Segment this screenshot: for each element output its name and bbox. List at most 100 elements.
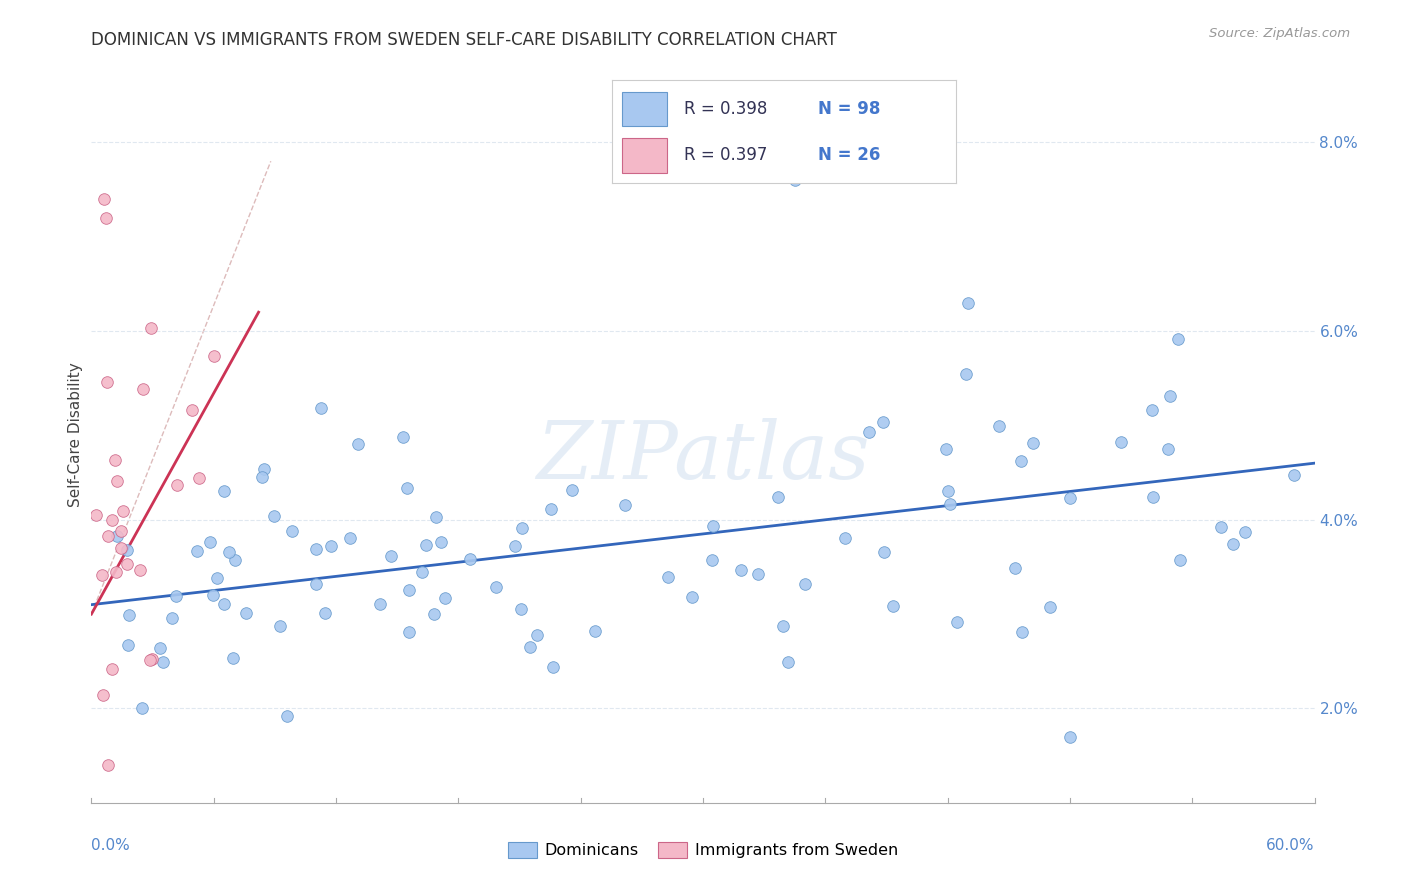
Point	[166, 478, 188, 492]
Point	[1010, 454, 1032, 468]
Point	[250, 470, 273, 484]
Point	[766, 490, 789, 504]
Point	[1142, 490, 1164, 504]
Point	[305, 577, 328, 591]
Point	[411, 565, 433, 579]
Point	[541, 660, 564, 674]
Point	[101, 662, 124, 676]
Point	[97, 529, 120, 543]
Point	[180, 403, 202, 417]
Point	[110, 541, 132, 556]
Legend: Dominicans, Immigrants from Sweden: Dominicans, Immigrants from Sweden	[502, 836, 904, 864]
Point	[398, 624, 420, 639]
Point	[540, 501, 562, 516]
Point	[105, 565, 128, 579]
Point	[1022, 436, 1045, 450]
Text: ZIPatlas: ZIPatlas	[536, 418, 870, 496]
Point	[165, 589, 187, 603]
FancyBboxPatch shape	[621, 137, 666, 173]
Point	[793, 576, 815, 591]
Point	[305, 542, 328, 557]
Point	[398, 582, 420, 597]
Point	[1168, 552, 1191, 566]
Point	[269, 619, 291, 633]
Point	[139, 653, 162, 667]
Y-axis label: Self-Care Disability: Self-Care Disability	[67, 362, 83, 508]
Point	[93, 688, 115, 702]
Point	[1140, 403, 1163, 417]
Point	[561, 483, 583, 497]
Point	[434, 591, 457, 606]
Point	[1222, 536, 1244, 550]
Point	[772, 618, 794, 632]
Point	[1234, 525, 1257, 540]
Point	[778, 656, 800, 670]
Point	[253, 462, 276, 476]
Point	[872, 415, 894, 429]
Point	[783, 173, 806, 187]
Point	[858, 425, 880, 440]
Point	[224, 553, 246, 567]
Point	[509, 601, 531, 615]
Point	[212, 484, 235, 499]
Point	[380, 549, 402, 564]
Point	[94, 211, 117, 225]
Point	[281, 524, 304, 538]
Point	[392, 430, 415, 444]
Point	[1167, 332, 1189, 346]
Point	[111, 504, 134, 518]
Point	[938, 497, 960, 511]
Point	[485, 580, 508, 594]
Point	[202, 349, 225, 363]
Point	[430, 534, 453, 549]
Point	[873, 545, 896, 559]
Point	[105, 474, 128, 488]
Text: R = 0.398: R = 0.398	[683, 100, 768, 118]
Point	[804, 154, 827, 169]
Point	[104, 453, 127, 467]
Point	[97, 758, 120, 772]
Point	[526, 627, 548, 641]
Point	[1157, 442, 1180, 456]
Point	[510, 520, 533, 534]
Point	[519, 640, 541, 654]
Text: 60.0%: 60.0%	[1267, 838, 1315, 854]
FancyBboxPatch shape	[621, 92, 666, 127]
Point	[212, 597, 235, 611]
Point	[105, 529, 128, 543]
Text: DOMINICAN VS IMMIGRANTS FROM SWEDEN SELF-CARE DISABILITY CORRELATION CHART: DOMINICAN VS IMMIGRANTS FROM SWEDEN SELF…	[91, 31, 837, 49]
Point	[1011, 625, 1033, 640]
Point	[415, 538, 437, 552]
Point	[160, 611, 183, 625]
Text: Source: ZipAtlas.com: Source: ZipAtlas.com	[1209, 27, 1350, 40]
Text: R = 0.397: R = 0.397	[683, 146, 768, 164]
Point	[935, 442, 957, 456]
Point	[339, 531, 361, 545]
Point	[988, 418, 1011, 433]
Point	[936, 484, 959, 499]
Point	[235, 606, 257, 620]
Point	[1059, 491, 1081, 506]
Point	[202, 588, 225, 602]
Point	[946, 615, 969, 629]
Text: N = 98: N = 98	[818, 100, 880, 118]
Point	[368, 597, 391, 611]
Point	[198, 534, 221, 549]
Point	[309, 401, 332, 415]
Point	[117, 638, 139, 652]
Point	[110, 524, 132, 538]
Point	[425, 509, 447, 524]
Point	[1282, 468, 1305, 483]
Point	[747, 567, 769, 582]
Point	[1209, 519, 1232, 533]
Point	[218, 545, 240, 559]
Point	[276, 709, 298, 723]
Point	[188, 471, 211, 485]
Point	[128, 563, 150, 577]
Point	[132, 382, 155, 396]
Point	[396, 482, 419, 496]
Point	[186, 544, 208, 558]
Text: N = 26: N = 26	[818, 146, 880, 164]
Point	[955, 367, 977, 381]
Point	[730, 563, 752, 577]
